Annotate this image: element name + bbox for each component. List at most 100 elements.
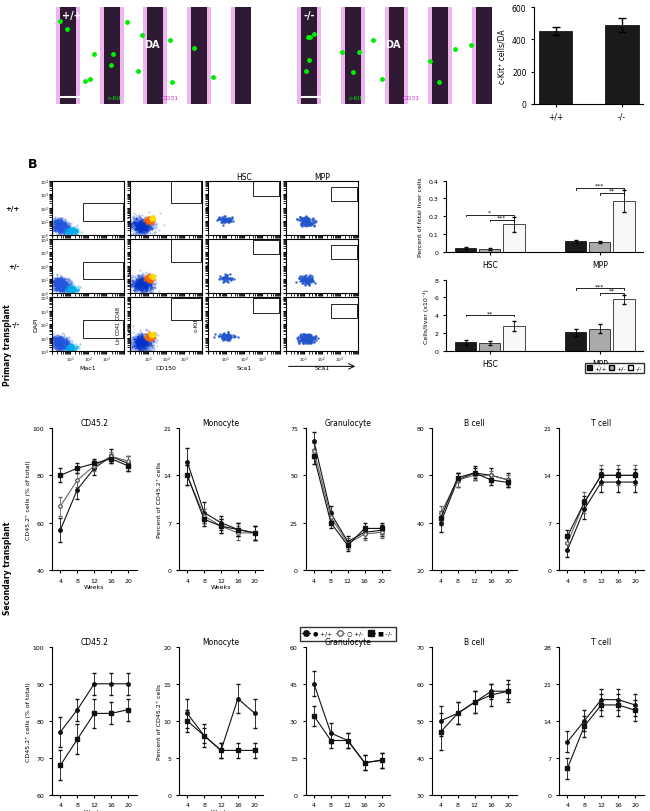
Point	[64, 282, 75, 295]
Point	[129, 212, 139, 225]
Point	[57, 340, 68, 353]
Point	[148, 341, 158, 354]
Point	[63, 283, 73, 296]
Point	[150, 328, 160, 341]
Point	[57, 281, 68, 294]
Point	[129, 339, 140, 352]
Point	[136, 221, 147, 234]
Point	[146, 269, 157, 282]
Point	[145, 330, 155, 343]
Point	[146, 332, 156, 345]
Point	[140, 276, 150, 289]
Point	[136, 280, 147, 293]
Point	[56, 279, 66, 292]
Point	[131, 287, 141, 300]
Point	[142, 279, 152, 292]
Point	[218, 215, 228, 228]
Point	[131, 221, 141, 234]
Point	[52, 335, 62, 348]
Point	[51, 279, 61, 292]
Point	[54, 336, 64, 349]
Point	[65, 286, 75, 299]
Point	[51, 285, 61, 298]
Point	[131, 213, 141, 226]
Point	[125, 341, 135, 354]
Point	[302, 330, 312, 343]
Point	[218, 212, 229, 225]
Point	[137, 285, 148, 298]
Point	[55, 330, 65, 343]
Point	[49, 340, 60, 353]
Point	[49, 217, 59, 230]
Point	[53, 281, 64, 294]
Point	[66, 342, 76, 355]
Point	[300, 217, 310, 230]
Point	[58, 277, 69, 290]
Point	[50, 223, 60, 236]
Point	[135, 222, 146, 235]
Point	[59, 275, 70, 288]
Point	[50, 336, 60, 349]
Point	[48, 342, 58, 355]
Point	[135, 220, 146, 233]
Point	[67, 285, 77, 298]
X-axis label: Weeks: Weeks	[84, 585, 105, 590]
Point	[67, 225, 77, 238]
Point	[67, 341, 77, 354]
Point	[144, 270, 155, 283]
Point	[53, 273, 63, 286]
Point	[296, 333, 306, 346]
Point	[146, 214, 157, 227]
Point	[131, 283, 141, 296]
Point	[53, 224, 64, 237]
Point	[135, 272, 145, 285]
Point	[142, 215, 152, 228]
Point	[51, 282, 62, 295]
Point	[54, 282, 64, 295]
Point	[132, 221, 142, 234]
Point	[47, 333, 57, 346]
Point	[146, 270, 156, 283]
Point	[220, 272, 231, 285]
Point	[144, 333, 155, 346]
Point	[55, 215, 66, 228]
Point	[144, 223, 155, 236]
Point	[140, 341, 150, 354]
Point	[64, 284, 75, 297]
Point	[140, 279, 151, 292]
Point	[64, 343, 74, 356]
Point	[137, 339, 148, 352]
Point	[148, 278, 159, 291]
Point	[60, 221, 70, 234]
Title: MPP: MPP	[314, 172, 330, 182]
Point	[54, 274, 64, 287]
Point	[52, 269, 62, 282]
Point	[61, 336, 72, 349]
Point	[132, 218, 142, 231]
Point	[131, 337, 142, 350]
Point	[132, 221, 142, 234]
Point	[147, 212, 157, 225]
Point	[302, 332, 313, 345]
Point	[55, 338, 65, 351]
Point	[58, 220, 69, 233]
Point	[67, 340, 77, 353]
Point	[148, 272, 159, 285]
Point	[131, 269, 142, 282]
Point	[52, 284, 62, 297]
Point	[53, 339, 64, 352]
Point	[53, 223, 63, 236]
Point	[134, 225, 144, 238]
Point	[126, 272, 136, 285]
Point	[57, 278, 68, 291]
Point	[61, 341, 72, 354]
Point	[66, 282, 77, 295]
Point	[226, 272, 236, 285]
Point	[147, 332, 157, 345]
Point	[135, 283, 145, 296]
Point	[143, 273, 153, 286]
Point	[60, 218, 71, 231]
Point	[138, 217, 149, 230]
Point	[54, 278, 64, 291]
Point	[59, 224, 70, 237]
